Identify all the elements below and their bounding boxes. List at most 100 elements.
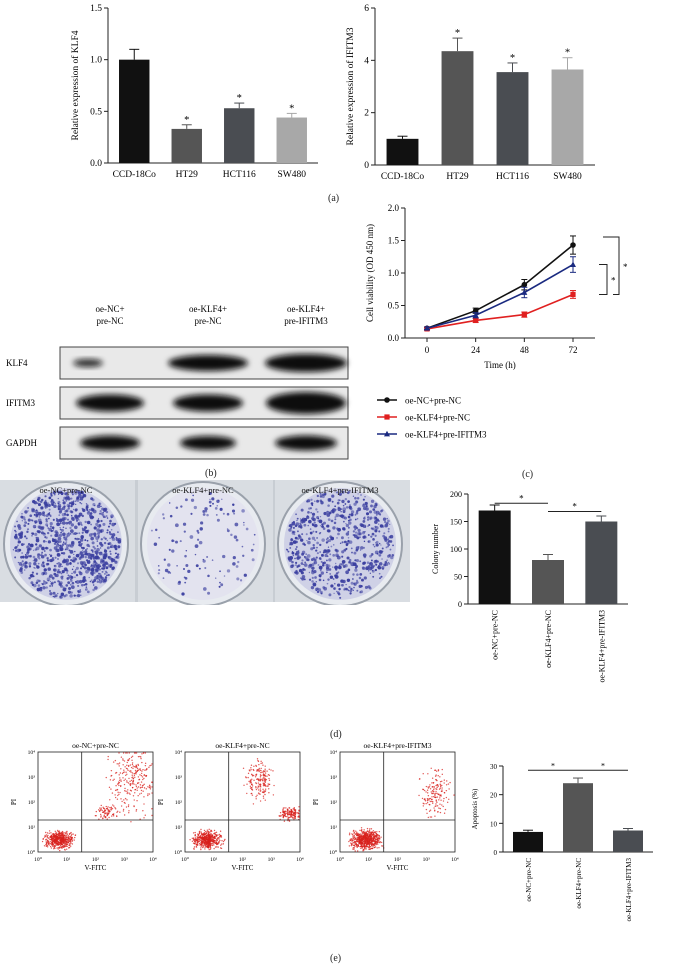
y-tick-label: 0 — [494, 849, 498, 857]
colony — [59, 584, 63, 588]
colony — [98, 527, 100, 529]
flow-event — [364, 840, 366, 843]
flow-event — [379, 841, 382, 843]
colony — [312, 543, 315, 547]
colony — [378, 542, 381, 545]
flow-event — [361, 846, 363, 849]
colony — [316, 541, 319, 545]
flow-event — [195, 846, 198, 848]
colony — [332, 566, 334, 568]
y-tick-label: 200 — [450, 490, 462, 499]
colony — [179, 540, 182, 543]
colony — [307, 499, 311, 503]
colony — [303, 563, 308, 567]
colony — [359, 560, 362, 563]
flow-event — [375, 842, 377, 845]
colony — [81, 495, 84, 498]
colony — [369, 517, 372, 521]
flow-event — [200, 847, 202, 849]
flow-event — [251, 774, 253, 776]
panel-label-e: (e) — [330, 953, 342, 964]
colony — [38, 579, 41, 583]
colony — [377, 565, 380, 567]
colony — [24, 510, 28, 514]
flow-event — [265, 785, 267, 787]
colony — [214, 507, 218, 510]
colony — [335, 513, 340, 518]
colony — [117, 539, 122, 544]
flow-event — [219, 835, 222, 837]
colony — [384, 562, 389, 566]
colony — [204, 567, 207, 570]
flow-event — [423, 803, 425, 805]
flow-event — [443, 782, 445, 784]
colony — [57, 562, 61, 565]
colony — [109, 552, 112, 555]
flow-event — [43, 845, 46, 847]
colony — [158, 569, 161, 572]
flow-event — [209, 837, 211, 840]
flow-event — [149, 765, 151, 767]
colony — [63, 558, 66, 561]
colony — [85, 580, 87, 582]
colony — [354, 568, 358, 572]
flow-event — [380, 841, 383, 844]
colony — [302, 568, 305, 571]
colony — [364, 496, 366, 498]
flow-event — [258, 767, 260, 770]
colony — [63, 594, 66, 598]
colony — [150, 529, 153, 532]
colony — [294, 536, 298, 540]
flow-event — [118, 779, 121, 781]
colony — [329, 553, 332, 556]
colony — [85, 569, 89, 574]
colony — [309, 563, 313, 567]
flow-event — [62, 844, 65, 847]
flow-event — [257, 768, 259, 771]
colony — [342, 510, 346, 514]
colony — [362, 524, 367, 528]
colony — [339, 542, 342, 545]
flow-event — [116, 811, 118, 814]
colony — [70, 514, 73, 517]
colony — [71, 540, 75, 545]
colony — [107, 573, 110, 577]
colony — [95, 522, 99, 526]
significance-mark: * — [551, 761, 555, 770]
flow-event — [294, 815, 297, 818]
colony — [47, 527, 49, 529]
colony — [348, 540, 353, 544]
colony — [193, 505, 198, 510]
colony — [86, 548, 88, 550]
colony — [107, 525, 110, 528]
colony — [185, 549, 188, 552]
colony — [26, 550, 30, 554]
colony — [78, 557, 82, 560]
colony — [70, 510, 74, 514]
flow-event — [443, 797, 445, 800]
colony — [319, 532, 322, 534]
colony — [339, 493, 342, 496]
flow-event — [262, 780, 264, 782]
flow-x-tick: 10⁴ — [296, 857, 304, 863]
colony — [366, 516, 370, 519]
flow-event — [124, 802, 126, 804]
colony — [72, 519, 75, 522]
colony — [106, 562, 109, 566]
colony — [77, 522, 80, 524]
flow-event — [285, 810, 287, 813]
colony — [361, 578, 364, 582]
flow-x-tick: 10² — [394, 857, 402, 863]
flow-event — [59, 832, 61, 835]
flow-x-tick: 10³ — [423, 857, 431, 863]
flow-event — [250, 769, 252, 771]
flow-event — [136, 787, 138, 789]
significance-mark: * — [601, 761, 605, 770]
flow-event — [262, 771, 264, 773]
flow-y-tick: 10¹ — [28, 825, 36, 831]
colony — [48, 512, 51, 514]
colony — [337, 499, 340, 502]
colony — [90, 565, 93, 568]
